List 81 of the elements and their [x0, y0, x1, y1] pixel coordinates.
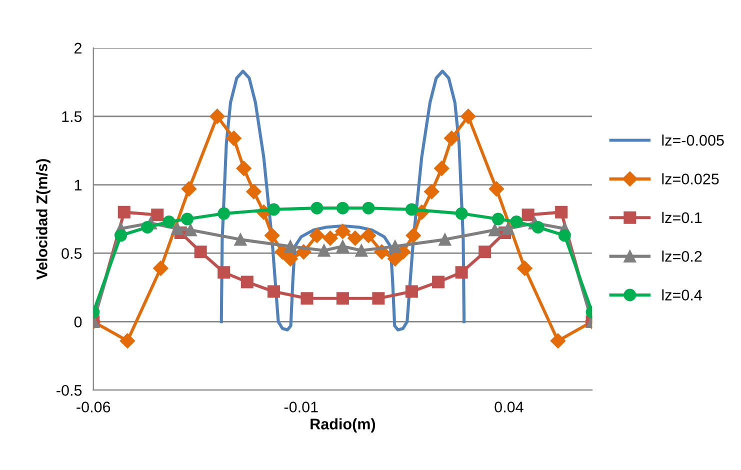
- point: [360, 228, 376, 244]
- point: [300, 292, 314, 305]
- legend-label: lz=0.1: [662, 212, 702, 224]
- point: [336, 292, 349, 305]
- point: [455, 207, 468, 220]
- point: [309, 228, 325, 244]
- point: [492, 212, 504, 226]
- point: [355, 244, 368, 257]
- point: [114, 229, 128, 242]
- y-tick-label: 2: [74, 42, 82, 54]
- point: [218, 266, 230, 279]
- point: [517, 260, 532, 276]
- point: [226, 130, 242, 146]
- point: [234, 233, 247, 246]
- y-tick-label: 1.5: [62, 111, 82, 122]
- point: [455, 266, 468, 279]
- x-tick-label: -0.06: [76, 402, 110, 412]
- x-tick-label: 0.04: [494, 402, 524, 412]
- point: [405, 285, 418, 298]
- legend-label: lz=0.2: [662, 250, 702, 262]
- point: [218, 207, 230, 220]
- x-axis-title: Radio(m): [310, 418, 376, 432]
- y-tick-label: -0.5: [56, 384, 82, 396]
- point: [162, 216, 176, 228]
- legend-label: lz=-0.005: [662, 134, 724, 146]
- point: [153, 260, 168, 276]
- point: [555, 206, 568, 218]
- point: [336, 240, 349, 253]
- point: [488, 181, 504, 196]
- y-axis-title: Velocidad Z(m/s): [36, 159, 50, 280]
- point: [444, 130, 460, 146]
- point: [141, 220, 154, 234]
- point: [282, 251, 298, 266]
- point: [522, 208, 534, 222]
- point: [502, 222, 514, 235]
- point: [362, 202, 375, 214]
- point: [184, 224, 197, 236]
- point: [335, 224, 350, 239]
- point: [236, 160, 252, 176]
- point: [532, 220, 544, 234]
- x-tick-label: -0.01: [284, 402, 318, 412]
- point: [424, 184, 440, 200]
- point: [558, 229, 571, 242]
- point: [310, 202, 324, 214]
- point: [284, 240, 297, 253]
- point: [460, 108, 476, 124]
- legend-label: lz=0.4: [662, 289, 702, 300]
- point: [120, 333, 136, 348]
- point: [181, 212, 194, 226]
- point: [372, 292, 385, 305]
- point: [246, 184, 262, 200]
- point: [267, 285, 280, 298]
- point: [510, 216, 523, 228]
- point: [388, 240, 402, 253]
- point: [264, 228, 280, 244]
- point: [318, 244, 330, 257]
- point: [151, 208, 164, 222]
- point: [406, 228, 421, 244]
- point: [240, 276, 254, 288]
- y-tick-label: 1: [74, 180, 82, 190]
- point: [432, 276, 445, 288]
- point: [181, 181, 197, 196]
- point: [336, 202, 349, 214]
- point: [550, 333, 566, 348]
- point: [478, 246, 492, 258]
- point: [348, 230, 363, 246]
- y-tick-label: 0: [74, 316, 82, 328]
- point: [210, 108, 225, 124]
- point: [405, 203, 418, 216]
- point: [171, 222, 184, 235]
- point: [322, 230, 338, 246]
- point: [438, 233, 452, 246]
- point: [488, 224, 502, 236]
- point: [267, 203, 280, 216]
- legend-label: lz=0.025: [662, 173, 719, 184]
- y-tick-label: 0.5: [62, 248, 82, 259]
- point: [118, 206, 130, 218]
- point: [434, 160, 450, 176]
- point: [194, 246, 207, 258]
- line-series: [220, 70, 466, 332]
- point: [388, 251, 403, 266]
